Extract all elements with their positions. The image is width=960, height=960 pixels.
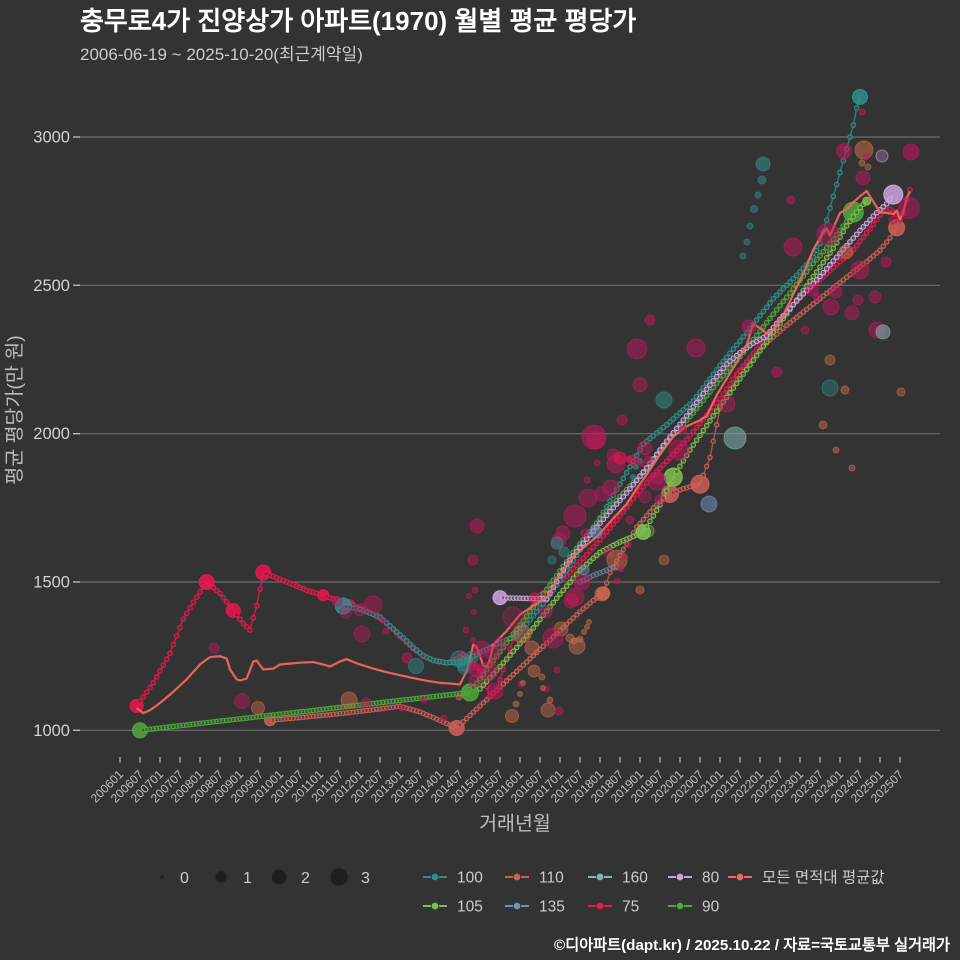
svg-text:©디아파트(dapt.kr) / 2025.10.22 /: ©디아파트(dapt.kr) / 2025.10.22 / 자료=국토교통부 실… bbox=[554, 937, 950, 954]
svg-text:80: 80 bbox=[702, 870, 720, 887]
svg-text:1500: 1500 bbox=[33, 574, 70, 592]
svg-text:3000: 3000 bbox=[33, 129, 70, 147]
svg-text:75: 75 bbox=[622, 899, 639, 916]
svg-text:0: 0 bbox=[180, 870, 189, 887]
svg-text:거래년월: 거래년월 bbox=[479, 813, 551, 835]
svg-text:110: 110 bbox=[539, 870, 564, 887]
svg-text:평균 평당가(만 원): 평균 평당가(만 원) bbox=[4, 335, 26, 484]
svg-text:1: 1 bbox=[243, 870, 252, 887]
svg-text:2000: 2000 bbox=[33, 425, 70, 443]
svg-text:2006-06-19 ~ 2025-10-20(최근계약일): 2006-06-19 ~ 2025-10-20(최근계약일) bbox=[80, 45, 363, 64]
svg-text:2500: 2500 bbox=[33, 277, 70, 295]
svg-text:2: 2 bbox=[301, 870, 310, 887]
svg-text:3: 3 bbox=[361, 870, 370, 887]
svg-text:1000: 1000 bbox=[33, 722, 70, 740]
svg-text:105: 105 bbox=[457, 899, 483, 916]
svg-text:100: 100 bbox=[457, 870, 483, 887]
svg-text:모든 면적대 평균값: 모든 면적대 평균값 bbox=[762, 869, 885, 887]
svg-text:충무로4가 진양상가 아파트(1970) 월별 평균 평당가: 충무로4가 진양상가 아파트(1970) 월별 평균 평당가 bbox=[80, 6, 636, 36]
svg-text:135: 135 bbox=[539, 899, 565, 916]
svg-text:160: 160 bbox=[622, 870, 648, 887]
svg-text:90: 90 bbox=[702, 899, 720, 916]
